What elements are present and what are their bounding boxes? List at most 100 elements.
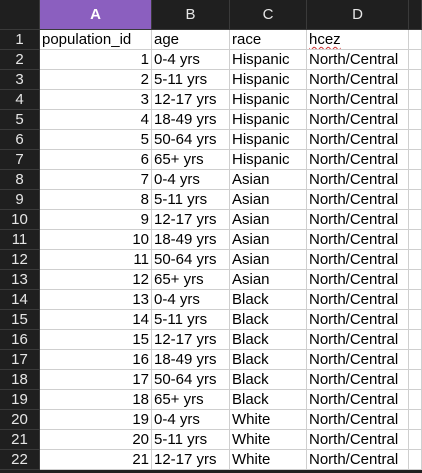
cell-col-e-partial[interactable]: [409, 30, 422, 50]
cell-col-c[interactable]: Asian: [230, 210, 307, 230]
cell-col-c[interactable]: White: [230, 430, 307, 450]
cell-col-e-partial[interactable]: [409, 270, 422, 290]
cell-col-a[interactable]: 10: [40, 230, 152, 250]
cell-col-c[interactable]: Hispanic: [230, 110, 307, 130]
cell-col-c[interactable]: Asian: [230, 270, 307, 290]
cell-col-e-partial[interactable]: [409, 130, 422, 150]
column-header-overflow[interactable]: [409, 0, 422, 30]
cell-col-c[interactable]: Hispanic: [230, 90, 307, 110]
row-header[interactable]: 11: [0, 230, 40, 250]
cell-col-e-partial[interactable]: [409, 370, 422, 390]
row-header[interactable]: 12: [0, 250, 40, 270]
cell-col-e-partial[interactable]: [409, 290, 422, 310]
cell-col-d[interactable]: North/Central: [307, 250, 409, 270]
row-header[interactable]: 16: [0, 330, 40, 350]
cell-col-e-partial[interactable]: [409, 450, 422, 470]
cell-col-a[interactable]: 14: [40, 310, 152, 330]
cell-col-d[interactable]: North/Central: [307, 330, 409, 350]
column-header-a[interactable]: A: [40, 0, 152, 30]
row-header[interactable]: 18: [0, 370, 40, 390]
cell-col-d[interactable]: North/Central: [307, 210, 409, 230]
cell-col-d[interactable]: North/Central: [307, 430, 409, 450]
cell-col-a[interactable]: 15: [40, 330, 152, 350]
cell-col-d[interactable]: North/Central: [307, 130, 409, 150]
cell-col-d[interactable]: North/Central: [307, 310, 409, 330]
cell-col-c[interactable]: Asian: [230, 230, 307, 250]
column-header-c[interactable]: C: [230, 0, 307, 30]
cell-col-c[interactable]: Black: [230, 390, 307, 410]
cell-col-c[interactable]: Black: [230, 330, 307, 350]
cell-col-d[interactable]: North/Central: [307, 190, 409, 210]
cell-col-b[interactable]: 5-11 yrs: [152, 310, 230, 330]
row-header[interactable]: 21: [0, 430, 40, 450]
cell-col-a[interactable]: 17: [40, 370, 152, 390]
cell-col-d[interactable]: North/Central: [307, 270, 409, 290]
cell-col-a[interactable]: 9: [40, 210, 152, 230]
cell-col-d[interactable]: hcez: [307, 30, 409, 50]
cell-col-e-partial[interactable]: [409, 170, 422, 190]
cell-col-b[interactable]: 0-4 yrs: [152, 170, 230, 190]
cell-col-e-partial[interactable]: [409, 390, 422, 410]
cell-col-a[interactable]: 20: [40, 430, 152, 450]
cell-col-d[interactable]: North/Central: [307, 350, 409, 370]
row-header[interactable]: 1: [0, 30, 40, 50]
cell-col-e-partial[interactable]: [409, 150, 422, 170]
cell-col-a[interactable]: 19: [40, 410, 152, 430]
select-all-corner[interactable]: [0, 0, 40, 30]
cell-col-c[interactable]: race: [230, 30, 307, 50]
cell-col-c[interactable]: Hispanic: [230, 50, 307, 70]
cell-col-c[interactable]: Hispanic: [230, 70, 307, 90]
cell-col-e-partial[interactable]: [409, 250, 422, 270]
cell-col-d[interactable]: North/Central: [307, 50, 409, 70]
cell-col-d[interactable]: North/Central: [307, 290, 409, 310]
cell-col-b[interactable]: 5-11 yrs: [152, 430, 230, 450]
cell-col-a[interactable]: 16: [40, 350, 152, 370]
cell-col-e-partial[interactable]: [409, 230, 422, 250]
cell-col-d[interactable]: North/Central: [307, 390, 409, 410]
cell-col-b[interactable]: 65+ yrs: [152, 270, 230, 290]
cell-col-e-partial[interactable]: [409, 410, 422, 430]
cell-col-a[interactable]: 8: [40, 190, 152, 210]
row-header[interactable]: 13: [0, 270, 40, 290]
cell-col-c[interactable]: White: [230, 410, 307, 430]
cell-col-e-partial[interactable]: [409, 190, 422, 210]
cell-col-a[interactable]: 6: [40, 150, 152, 170]
cell-col-b[interactable]: 0-4 yrs: [152, 410, 230, 430]
cell-col-b[interactable]: 65+ yrs: [152, 390, 230, 410]
cell-col-c[interactable]: Black: [230, 290, 307, 310]
cell-col-b[interactable]: 18-49 yrs: [152, 350, 230, 370]
cell-col-a[interactable]: 7: [40, 170, 152, 190]
cell-col-c[interactable]: Hispanic: [230, 150, 307, 170]
row-header[interactable]: 7: [0, 150, 40, 170]
cell-col-c[interactable]: Black: [230, 350, 307, 370]
cell-col-a[interactable]: 12: [40, 270, 152, 290]
cell-col-e-partial[interactable]: [409, 350, 422, 370]
cell-col-e-partial[interactable]: [409, 110, 422, 130]
cell-col-a[interactable]: 4: [40, 110, 152, 130]
cell-col-c[interactable]: Asian: [230, 250, 307, 270]
row-header[interactable]: 22: [0, 450, 40, 470]
cell-col-b[interactable]: 0-4 yrs: [152, 290, 230, 310]
row-header[interactable]: 3: [0, 70, 40, 90]
cell-col-a[interactable]: 21: [40, 450, 152, 470]
cell-col-b[interactable]: 5-11 yrs: [152, 70, 230, 90]
cell-col-e-partial[interactable]: [409, 330, 422, 350]
cell-col-a[interactable]: population_id: [40, 30, 152, 50]
cell-col-c[interactable]: Asian: [230, 170, 307, 190]
cell-col-c[interactable]: Black: [230, 310, 307, 330]
cell-col-e-partial[interactable]: [409, 90, 422, 110]
cell-col-b[interactable]: 12-17 yrs: [152, 90, 230, 110]
cell-col-d[interactable]: North/Central: [307, 70, 409, 90]
cell-col-d[interactable]: North/Central: [307, 370, 409, 390]
cell-col-b[interactable]: 12-17 yrs: [152, 330, 230, 350]
cell-col-b[interactable]: age: [152, 30, 230, 50]
row-header[interactable]: 14: [0, 290, 40, 310]
row-header[interactable]: 17: [0, 350, 40, 370]
row-header[interactable]: 19: [0, 390, 40, 410]
cell-col-e-partial[interactable]: [409, 70, 422, 90]
cell-col-b[interactable]: 18-49 yrs: [152, 110, 230, 130]
column-header-d[interactable]: D: [307, 0, 409, 30]
cell-col-e-partial[interactable]: [409, 210, 422, 230]
cell-col-c[interactable]: White: [230, 450, 307, 470]
cell-col-c[interactable]: Black: [230, 370, 307, 390]
